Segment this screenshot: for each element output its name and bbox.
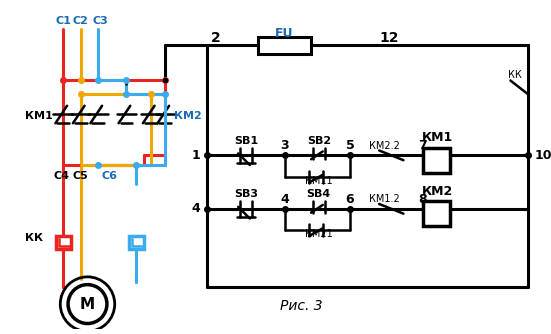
Text: 4: 4 [280, 193, 289, 206]
Text: C3: C3 [92, 16, 108, 26]
Text: C1: C1 [55, 16, 71, 26]
Text: КМ2.2: КМ2.2 [369, 141, 399, 151]
Text: 10: 10 [534, 149, 551, 162]
Text: КМ1.2: КМ1.2 [369, 194, 399, 204]
Text: 2: 2 [211, 31, 221, 45]
Text: 12: 12 [379, 31, 398, 45]
Bar [423, 148, 450, 173]
Text: 1: 1 [192, 149, 200, 162]
Bar [258, 37, 311, 54]
Text: SB3: SB3 [234, 189, 258, 199]
Text: C4: C4 [53, 171, 69, 181]
Text: SB2: SB2 [307, 136, 331, 146]
Text: 4: 4 [192, 202, 200, 215]
Text: 3: 3 [280, 139, 289, 152]
Text: КМ1: КМ1 [422, 131, 453, 144]
Text: КМ2: КМ2 [422, 185, 453, 198]
Text: КМ21: КМ21 [305, 229, 333, 239]
Text: М: М [80, 297, 95, 312]
Text: C6: C6 [102, 171, 118, 181]
Bar [56, 236, 71, 248]
Text: КМ1: КМ1 [25, 112, 53, 122]
Text: SB4: SB4 [307, 189, 331, 199]
Text: КК: КК [25, 233, 43, 243]
Text: 8: 8 [419, 193, 427, 206]
Text: 7: 7 [419, 139, 427, 152]
Text: КК: КК [509, 70, 522, 79]
Text: 5: 5 [345, 139, 354, 152]
Bar [129, 236, 144, 248]
Text: FU: FU [275, 27, 294, 40]
Text: КМ11: КМ11 [305, 176, 333, 186]
Text: C2: C2 [73, 16, 89, 26]
Text: C5: C5 [73, 171, 89, 181]
Text: Рис. 3: Рис. 3 [280, 299, 323, 313]
Text: SB1: SB1 [234, 136, 258, 146]
Text: КМ2: КМ2 [174, 112, 202, 122]
Bar [423, 201, 450, 226]
Text: 6: 6 [345, 193, 354, 206]
